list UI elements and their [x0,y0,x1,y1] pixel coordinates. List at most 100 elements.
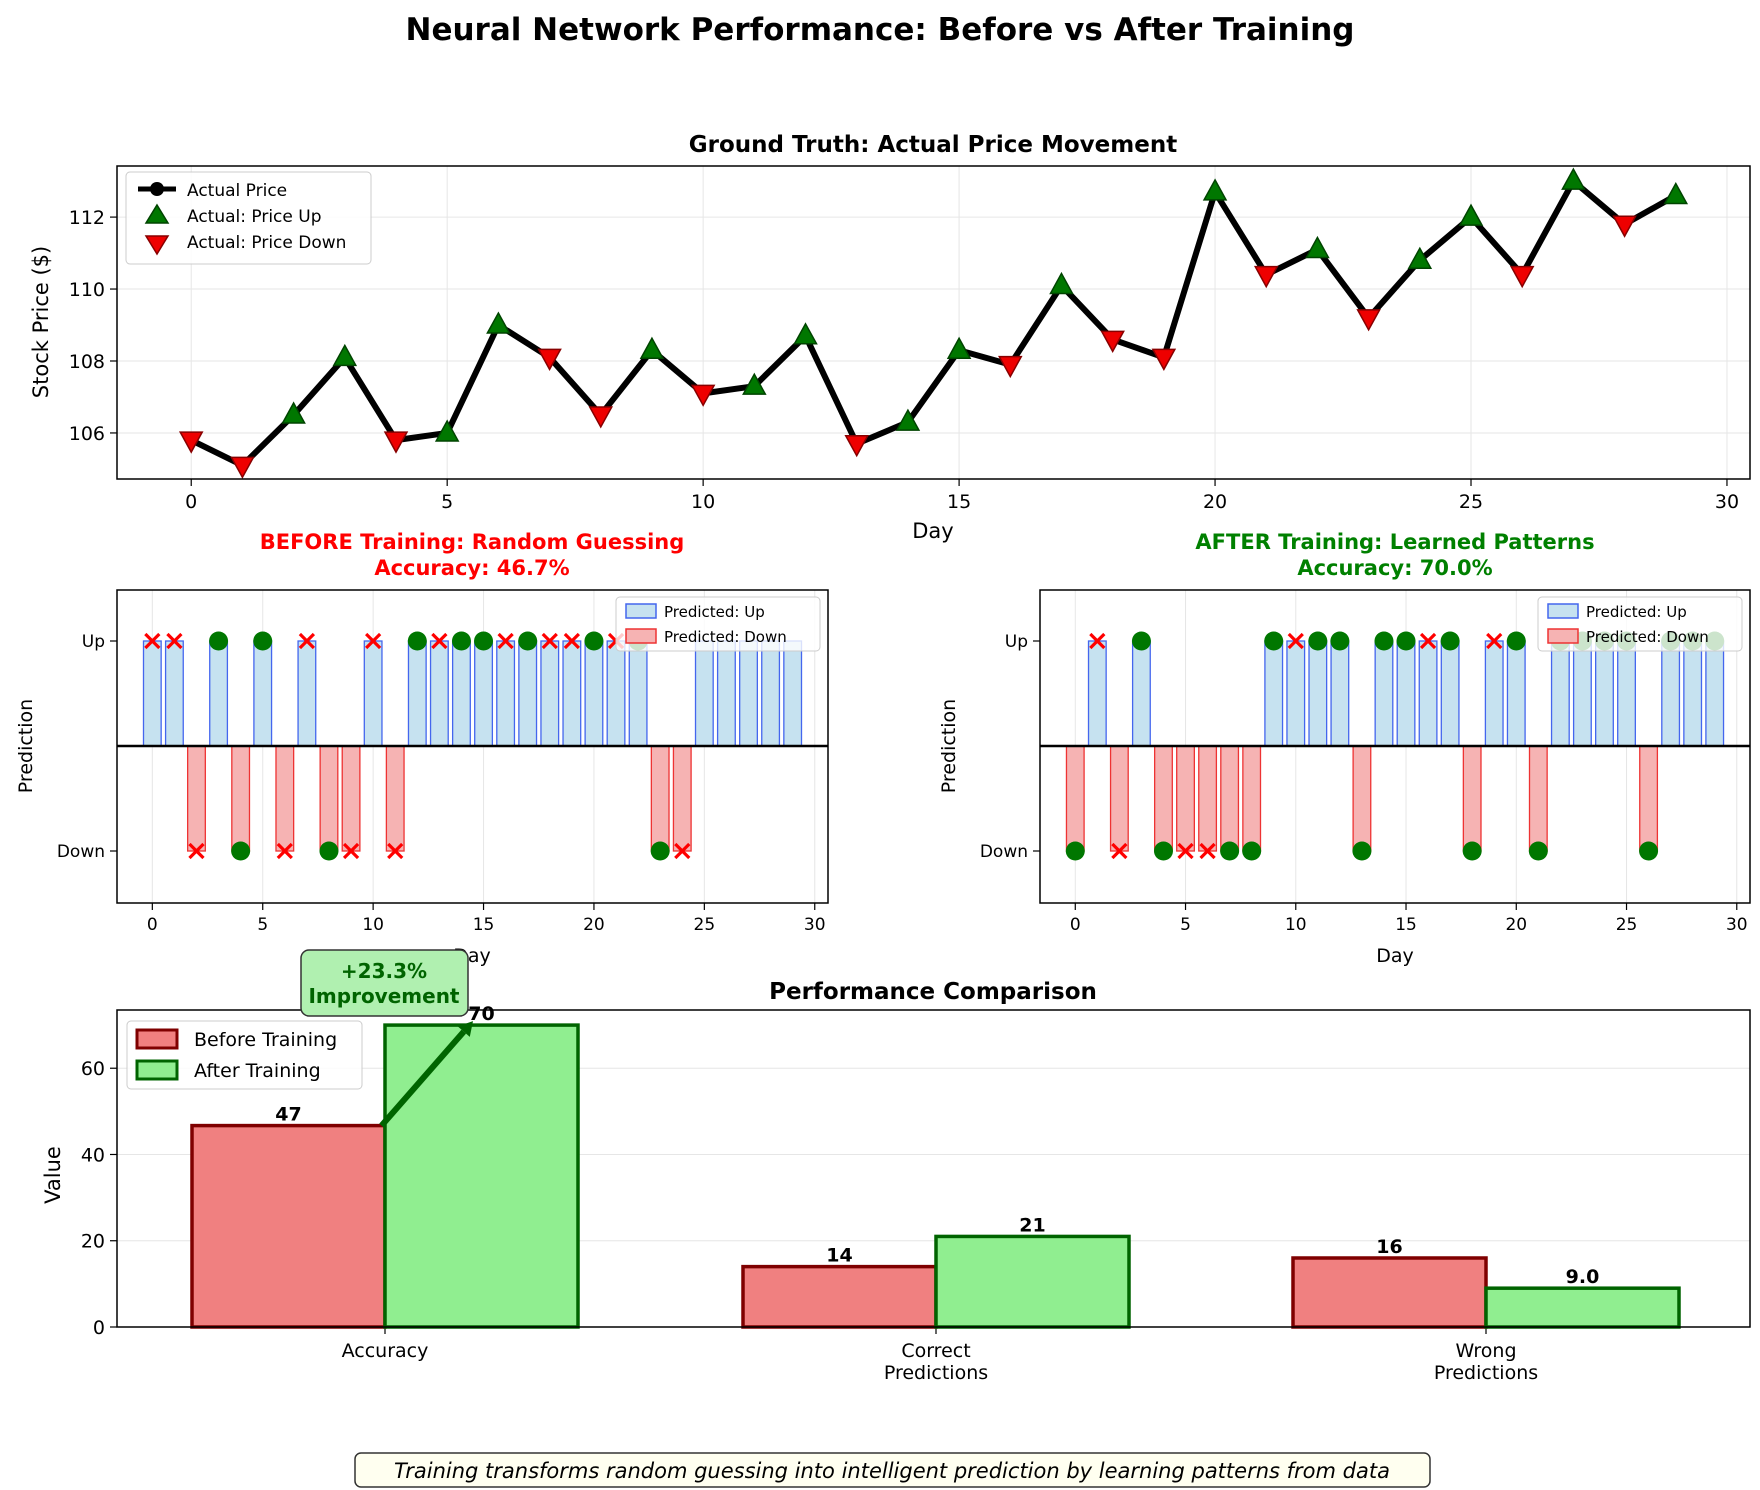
y-tick-label: 0 [93,1317,105,1339]
legend-before-training: Before Training [194,1029,337,1051]
wrong-marker [1111,842,1128,860]
actual-up-marker [1458,203,1484,226]
legend-actual-down: Actual: Price Down [187,233,346,253]
predicted-down-bar [1242,745,1262,852]
y-tick-label: Up [1005,632,1028,652]
x-tick-label: 30 [1715,491,1739,513]
predicted-up-bar [164,640,184,747]
ground-truth-xlabel: Day [912,519,953,543]
before-legend-down: Predicted: Down [664,628,787,646]
predicted-up-bar [363,640,383,747]
predicted-up-bar [1617,640,1636,747]
caption: Training transforms random guessing into… [394,1459,1390,1483]
wrong-marker [563,632,580,650]
wrong-marker [1089,632,1106,650]
predicted-up-bar [628,640,648,747]
predicted-up-bar [1396,640,1416,747]
predicted-up-bar [1131,640,1151,747]
before-training-bar [741,1264,938,1329]
ground-truth-chart: Ground Truth: Actual Price Movement Day … [29,132,1751,543]
actual-up-marker [281,401,306,424]
predicted-up-bar [1264,640,1284,747]
actual-down-marker [1356,309,1381,332]
wrong-marker [1177,842,1194,860]
actual-down-marker [537,348,562,371]
predicted-up-bar [1308,640,1328,747]
category-label: Predictions [884,1362,988,1384]
after-training-bar [1484,1286,1681,1329]
x-tick-label: 15 [947,491,971,513]
predicted-up-bar [739,640,758,747]
legend-actual-price: Actual Price [187,181,287,201]
predicted-down-bar [1176,745,1195,852]
actual-down-marker [383,431,409,454]
after-ylabel: Prediction [938,699,960,793]
wrong-marker [166,632,183,650]
x-tick-label: 25 [1459,491,1483,513]
predicted-down-bar [1528,745,1548,852]
category-label: Accuracy [342,1340,429,1362]
y-tick-label: Down [980,842,1028,862]
comparison-ylabel: Value [41,1146,65,1204]
correct-marker [1308,631,1328,651]
x-tick-label: 5 [257,915,268,935]
predicted-down-bar [1639,745,1659,852]
wrong-marker [674,842,691,860]
improvement-value: +23.3% [341,959,427,983]
legend-up-triangle-icon [144,203,170,224]
predicted-up-bar [429,640,449,747]
actual-down-marker [844,434,869,458]
correct-marker [1330,631,1350,651]
correct-marker [1242,841,1262,861]
actual-up-marker [486,311,511,334]
actual-down-marker [1151,348,1177,371]
predicted-up-bar [496,640,516,747]
predicted-up-bar [716,640,736,747]
x-tick-label: 20 [1505,915,1527,935]
correct-marker [1153,841,1173,861]
x-tick-label: 0 [1070,915,1081,935]
before-training-chart: BEFORE Training: Random Guessing Accurac… [15,530,829,967]
predicted-up-bar [1087,640,1107,747]
x-tick-label: 25 [694,915,716,935]
correct-marker [1131,631,1151,651]
correct-marker [1220,841,1240,861]
correct-marker [1506,631,1526,651]
predicted-up-bar [584,640,604,747]
x-tick-label: 0 [147,915,158,935]
predicted-up-bar [1330,640,1350,747]
wrong-marker [298,632,316,650]
correct-marker [518,631,538,651]
predicted-up-bar [1683,640,1703,747]
wrong-marker [365,632,382,650]
predicted-down-bar [650,745,670,852]
improvement-label: Improvement [308,984,459,1008]
comparison-legend: Before Training After Training [126,1020,363,1090]
correct-marker [1065,841,1085,861]
predicted-down-bar [672,745,692,852]
y-tick-label: 106 [69,423,105,445]
predicted-up-bar [761,640,781,747]
x-tick-label: 30 [804,915,826,935]
correct-marker [474,631,494,651]
actual-down-marker [178,431,204,454]
correct-marker [1352,841,1372,861]
bar-value-label: 14 [826,1245,852,1267]
predicted-up-bar [1595,640,1614,747]
actual-down-marker [1100,330,1125,353]
actual-up-marker [639,336,665,359]
wrong-marker [1419,632,1437,650]
after-training-bar [934,1234,1131,1329]
correct-marker [584,631,604,651]
before-accuracy: Accuracy: 46.7% [374,556,569,580]
x-tick-label: 5 [441,491,453,513]
predicted-down-bar [1462,745,1482,852]
before-legend-up: Predicted: Up [664,603,765,621]
y-tick-label: 112 [69,207,105,229]
predicted-up-bar [474,640,494,747]
ground-truth-ylabel: Stock Price ($) [29,246,53,398]
predicted-up-bar [783,640,803,747]
predicted-down-bar [1109,745,1129,852]
actual-up-marker [1561,167,1586,190]
